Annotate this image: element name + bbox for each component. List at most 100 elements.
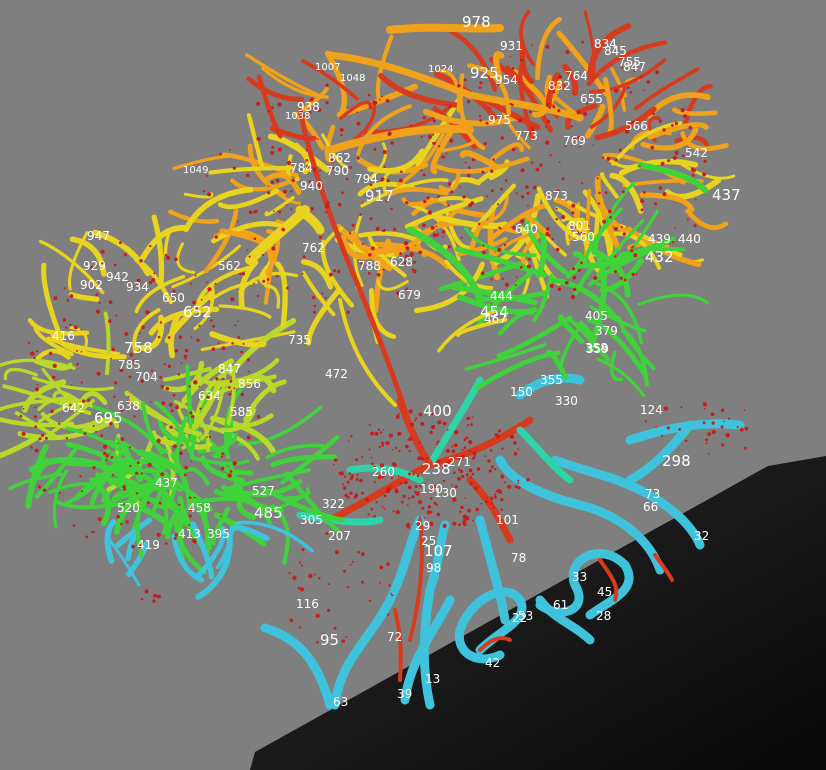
cortical-vessel <box>37 396 94 411</box>
speckle-point <box>300 113 303 116</box>
speckle-point <box>466 99 471 104</box>
speckle-point <box>392 449 394 451</box>
speckle-point <box>148 280 153 285</box>
segment-label: 1038 <box>285 111 310 122</box>
speckle-point <box>188 524 191 527</box>
speckle-point <box>408 485 412 490</box>
speckle-point <box>487 459 491 463</box>
speckle-point <box>511 103 514 107</box>
segment-label: 22 <box>512 611 527 625</box>
segment-label: 45 <box>597 585 612 599</box>
speckle-point <box>545 44 550 49</box>
speckle-point <box>492 158 495 161</box>
speckle-point <box>217 342 220 345</box>
cortical-vessel <box>3 367 38 381</box>
speckle-point <box>441 464 446 469</box>
cortical-vessel <box>196 422 260 461</box>
speckle-point <box>526 478 530 482</box>
speckle-point <box>261 253 264 256</box>
speckle-point <box>357 550 360 554</box>
speckle-point <box>511 67 515 70</box>
speckle-point <box>420 135 423 138</box>
speckle-point <box>317 108 322 112</box>
speckle-point <box>122 487 127 491</box>
speckle-point <box>674 227 677 230</box>
speckle-point <box>426 457 429 460</box>
speckle-point <box>276 130 278 133</box>
speckle-point <box>406 504 409 507</box>
cortical-vessel <box>536 186 582 241</box>
speckle-point <box>63 287 66 290</box>
speckle-point <box>81 490 83 493</box>
speckle-point <box>702 402 708 407</box>
cortical-vessel <box>41 262 64 341</box>
cortical-vessel <box>0 399 79 412</box>
segment-label: 400 <box>423 402 452 420</box>
speckle-point <box>194 306 199 311</box>
speckle-point <box>388 584 391 587</box>
segment-label: 32 <box>694 529 709 543</box>
speckle-point <box>214 235 218 239</box>
arterial-trunk <box>454 587 527 664</box>
cortical-vessel <box>297 86 329 115</box>
speckle-point <box>382 149 387 155</box>
speckle-point <box>451 445 454 448</box>
segment-label: 25 <box>421 534 436 548</box>
speckle-point <box>311 296 316 300</box>
speckle-point <box>402 494 406 499</box>
cortical-vessel <box>674 135 709 148</box>
segment-label: 413 <box>178 527 201 541</box>
speckle-point <box>372 100 378 106</box>
speckle-point <box>571 211 575 215</box>
speckle-point <box>58 491 61 495</box>
speckle-point <box>385 98 390 103</box>
speckle-point <box>397 431 402 436</box>
cortical-vessel <box>376 279 409 291</box>
speckle-point <box>509 56 512 58</box>
speckle-point <box>80 328 83 331</box>
speckle-point <box>658 119 662 123</box>
speckle-point <box>414 490 417 493</box>
speckle-point <box>440 460 443 462</box>
speckle-point <box>379 98 381 101</box>
speckle-point <box>325 83 329 87</box>
speckle-point <box>415 491 420 496</box>
speckle-point <box>549 283 554 288</box>
speckle-point <box>507 484 512 489</box>
speckle-point <box>266 278 270 281</box>
speckle-point <box>48 351 53 356</box>
speckle-point <box>110 455 114 459</box>
speckle-point <box>34 425 37 429</box>
speckle-point <box>272 210 275 212</box>
cortical-vessel <box>217 188 280 210</box>
segment-label: 359 <box>586 342 609 356</box>
red-speckle-points <box>19 40 749 644</box>
speckle-point <box>317 138 319 140</box>
segment-label: 925 <box>470 64 499 82</box>
speckle-point <box>108 300 113 304</box>
major-vessel <box>406 226 484 304</box>
speckle-point <box>52 375 56 380</box>
speckle-point <box>127 395 130 398</box>
speckle-point <box>623 278 627 282</box>
cortical-vessel <box>610 350 624 382</box>
cortical-vessel <box>586 317 648 377</box>
cortical-vessel <box>367 148 425 174</box>
speckle-point <box>112 473 114 476</box>
segment-label: 562 <box>218 259 241 273</box>
cortical-vessel <box>27 317 90 336</box>
segment-label: 735 <box>288 333 311 347</box>
speckle-point <box>282 189 287 194</box>
cortical-vessel <box>256 74 283 139</box>
speckle-point <box>136 461 140 465</box>
speckle-point <box>125 520 129 524</box>
cortical-vessel <box>587 23 632 81</box>
speckle-point <box>494 493 497 496</box>
speckle-point <box>356 473 359 476</box>
speckle-point <box>188 496 192 500</box>
speckle-point <box>622 232 627 236</box>
speckle-point <box>640 208 644 212</box>
speckle-point <box>173 536 177 540</box>
